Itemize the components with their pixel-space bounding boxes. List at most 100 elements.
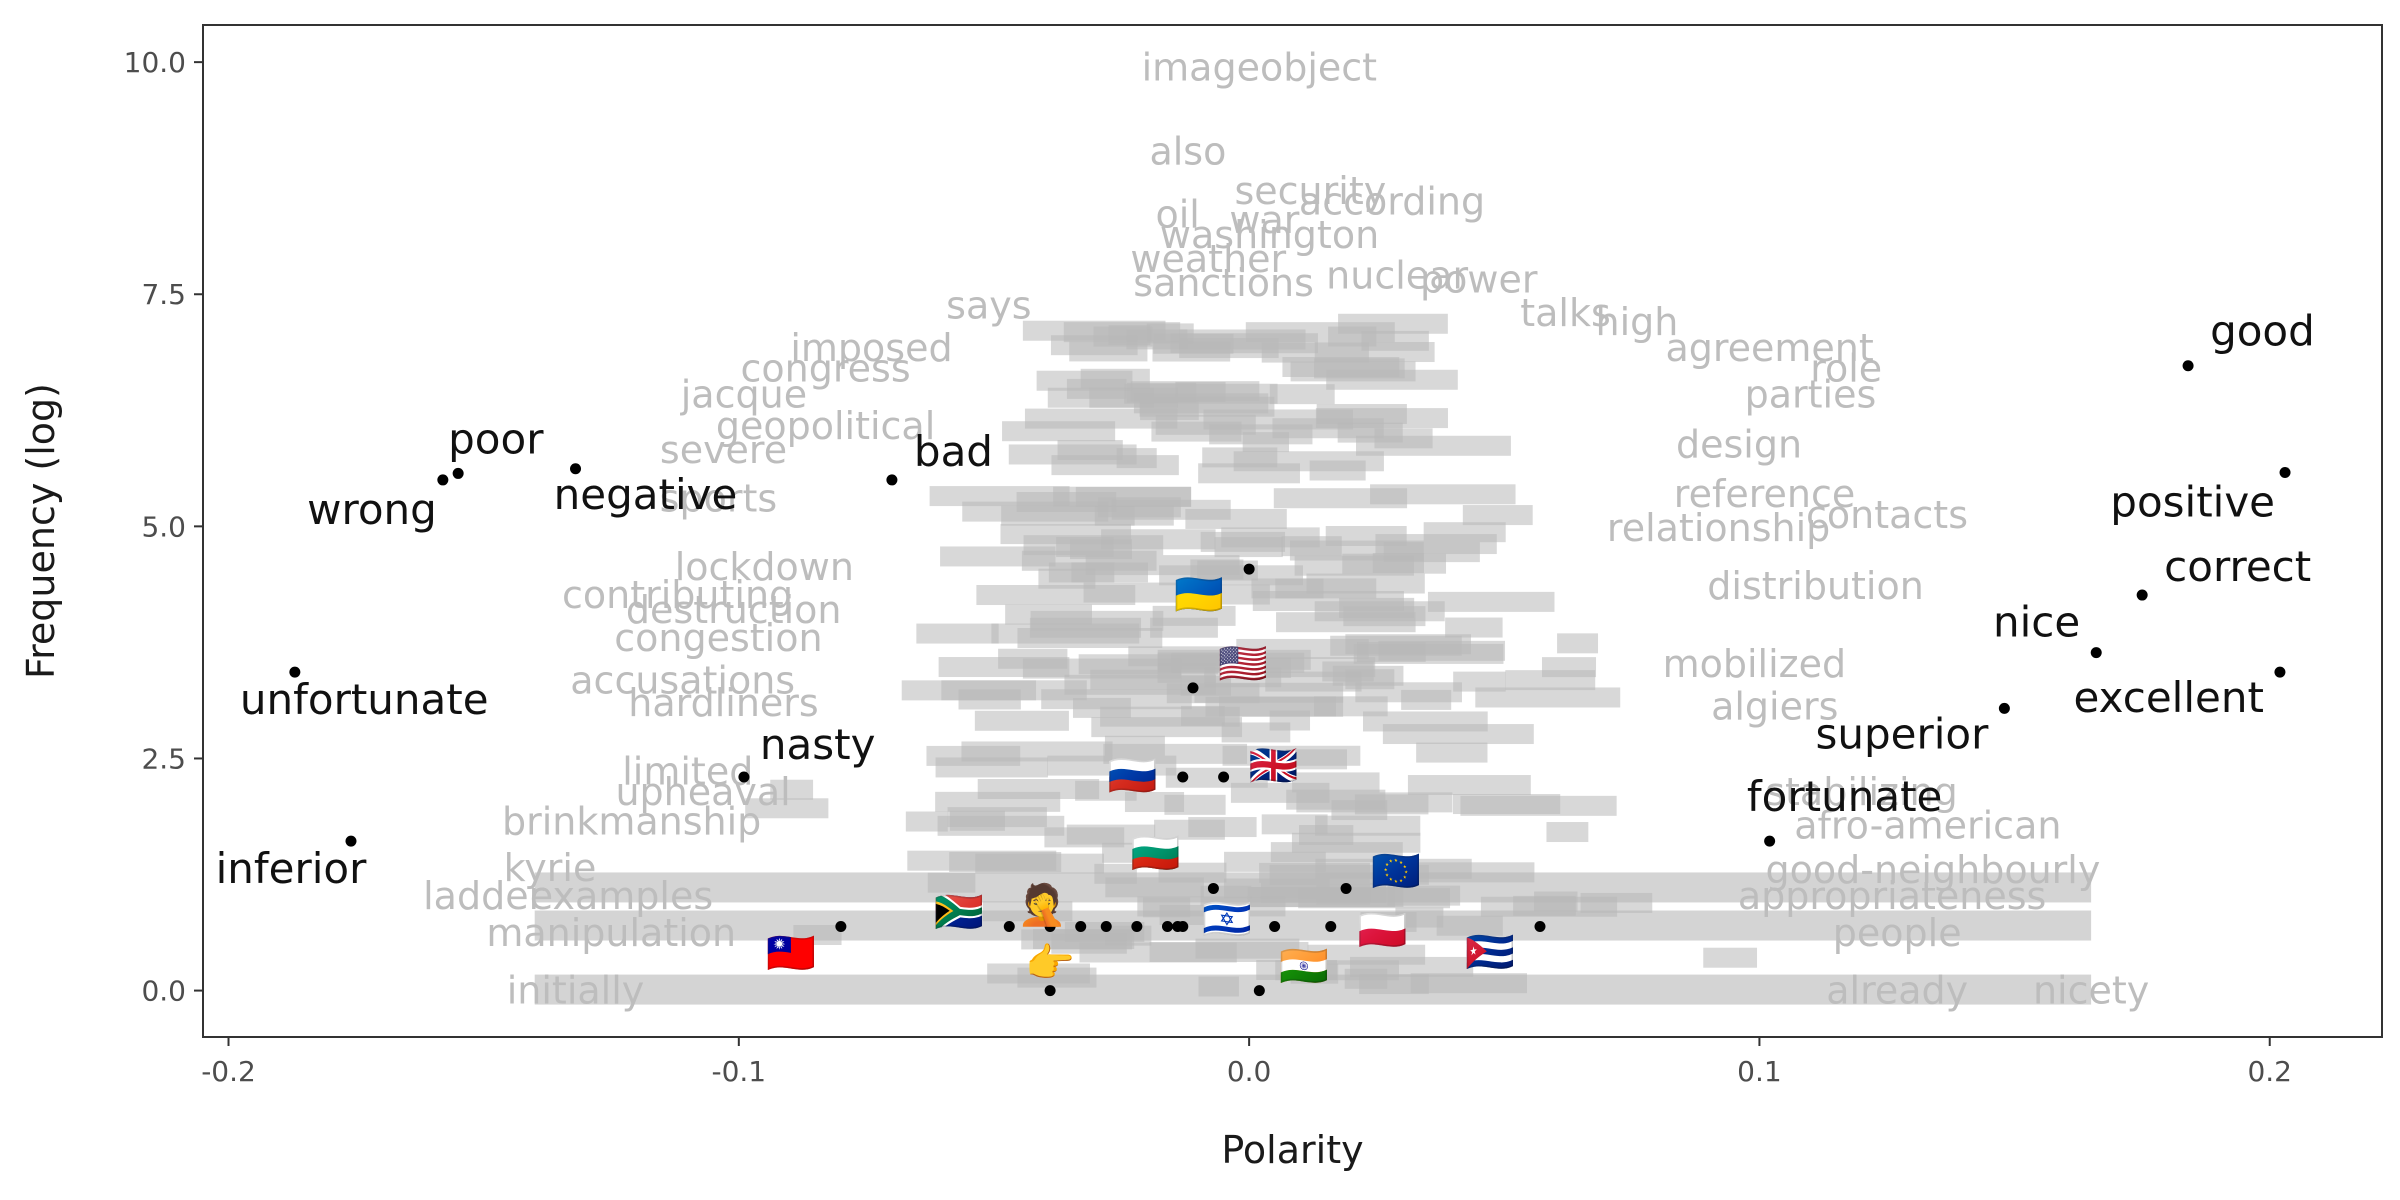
background-word-blob	[949, 810, 1005, 831]
background-word: algiers	[1711, 684, 1838, 728]
y-tick-label: 10.0	[124, 46, 186, 79]
background-word: relationship	[1607, 506, 1830, 550]
background-word: stabilizing	[1765, 770, 1958, 814]
background-word-blob	[1315, 408, 1448, 429]
emoji-layer: 🇺🇦 🇺🇸 🇷🇺 🇬🇧 🇧🇬 🇪🇺 🇿🇦 🤦 🇮🇱 🇵🇱 🇹🇼 🇨🇺 👉 🇮🇳	[766, 572, 1515, 990]
background-word: according	[1299, 179, 1485, 223]
background-word: manipulation	[486, 911, 736, 955]
emoji-point	[1044, 985, 1056, 997]
background-word-blob	[1041, 689, 1192, 710]
background-word-blob	[745, 798, 829, 819]
point-layer	[289, 360, 2291, 997]
highlight-point	[886, 474, 898, 486]
background-word-blob	[929, 486, 1070, 507]
background-word-band	[534, 872, 2092, 903]
background-word: oil	[1155, 192, 1199, 236]
background-word: congress	[741, 347, 911, 391]
background-word: contacts	[1806, 493, 1968, 537]
highlight-point	[437, 474, 449, 486]
background-word-blob	[1044, 827, 1125, 848]
background-word: also	[1149, 129, 1226, 173]
background-word: sports	[660, 477, 778, 521]
flag-taiwan-label: 🇹🇼	[766, 931, 816, 977]
background-word-blob	[1270, 842, 1403, 863]
background-word-blob	[1703, 947, 1758, 968]
background-word-blob	[1252, 590, 1404, 611]
background-word: initially	[507, 969, 645, 1013]
flag-bulgaria-label: 🇧🇬	[1130, 830, 1180, 876]
background-word: parties	[1745, 373, 1877, 417]
background-word-blob	[1354, 794, 1429, 815]
background-word-blob	[905, 811, 948, 832]
background-word: mobilized	[1663, 642, 1847, 686]
background-word-blob	[907, 850, 1057, 871]
flag-israel-label: 🇮🇱	[1202, 897, 1252, 943]
background-word-blob	[1427, 591, 1555, 612]
highlight-point	[452, 467, 464, 479]
background-word-blob	[1102, 842, 1145, 863]
highlight-point	[1998, 702, 2010, 714]
highlight-label-correct: correct	[2164, 542, 2311, 591]
highlight-label-wrong: wrong	[307, 485, 437, 534]
background-word-blob	[1338, 313, 1448, 334]
highlight-label-fortunate: fortunate	[1747, 772, 1943, 821]
flag-ukraine-label: 🇺🇦	[1174, 572, 1224, 618]
background-word-blob	[1103, 743, 1248, 764]
background-word: limited	[622, 749, 753, 793]
background-word-blob	[1165, 767, 1268, 788]
highlight-label-excellent: excellent	[2074, 673, 2264, 722]
background-word-blob	[1453, 671, 1506, 692]
background-word-blob	[1363, 711, 1488, 732]
data-point	[1269, 921, 1281, 933]
background-word: kyrie	[504, 846, 597, 890]
background-word: examples	[530, 874, 713, 918]
background-word-blob	[1185, 508, 1287, 529]
flag-european-union-label: 🇪🇺	[1371, 848, 1421, 894]
background-word-blob	[1175, 381, 1226, 402]
data-point	[1131, 921, 1143, 933]
background-word: security	[1234, 169, 1386, 213]
x-axis-title: Polarity	[1221, 1128, 1363, 1172]
background-word-blob	[1080, 368, 1150, 389]
highlight-label-layer: good positive correct nice excellent superior…	[216, 307, 2315, 893]
background-word-blob	[935, 757, 1048, 778]
background-word-blob	[1089, 387, 1154, 408]
background-word-blob	[1008, 444, 1137, 465]
emoji-point	[1534, 921, 1546, 933]
background-word-blob	[1024, 408, 1178, 429]
emoji-point	[1243, 563, 1255, 575]
background-word: accusations	[570, 658, 795, 702]
highlight-label-inferior: inferior	[216, 844, 368, 893]
background-word-blob	[1452, 794, 1561, 815]
background-word: design	[1676, 423, 1802, 467]
background-word-blob	[1200, 531, 1286, 552]
background-word: already	[1826, 969, 1968, 1013]
background-word-band	[534, 974, 2092, 1005]
background-word-blob	[1401, 689, 1452, 710]
highlight-label-negative: negative	[554, 470, 738, 519]
emoji-point	[1325, 921, 1337, 933]
highlight-point	[2274, 666, 2286, 678]
flag-russia-label: 🇷🇺	[1108, 753, 1158, 799]
background-word-blob	[1150, 617, 1218, 638]
flag-united-kingdom-label: 🇬🇧	[1249, 743, 1299, 789]
background-word-blob	[1383, 542, 1480, 563]
y-tick-label: 5.0	[141, 510, 186, 543]
background-word: role	[1810, 347, 1882, 391]
background-word-blob	[1445, 617, 1503, 638]
flag-south-africa-label: 🇿🇦	[934, 890, 984, 936]
background-word: imageobject	[1142, 46, 1377, 90]
background-word: washington	[1160, 213, 1379, 257]
background-word-blob	[1557, 633, 1599, 654]
pointing-hand-emoji-label: 👉	[1025, 941, 1075, 987]
highlight-point	[345, 835, 357, 847]
background-word-blob	[1100, 706, 1240, 727]
background-word: imposed	[790, 326, 952, 370]
emoji-point	[1003, 921, 1015, 933]
background-word: upheaval	[615, 770, 790, 814]
x-tick-label: -0.2	[201, 1055, 256, 1088]
background-word-blob	[958, 689, 1021, 710]
background-word: people	[1833, 911, 1962, 955]
background-word-blob	[1154, 819, 1225, 840]
